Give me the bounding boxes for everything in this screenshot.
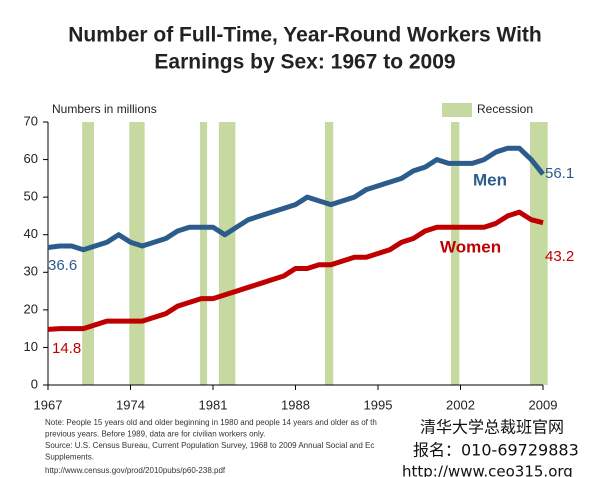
x-tick-label: 1967 (34, 397, 63, 412)
y-tick-label: 10 (24, 339, 38, 354)
legend-label: Recession (477, 102, 533, 116)
x-tick-label: 1988 (281, 397, 310, 412)
footnote: Supplements. (45, 453, 94, 462)
chart-title: Earnings by Sex: 1967 to 2009 (154, 51, 455, 74)
chart-title: Number of Full-Time, Year-Round Workers … (68, 24, 542, 47)
x-tick-label: 2009 (529, 397, 558, 412)
watermark: 报名：010-69729883 (413, 441, 579, 460)
data-label: 36.6 (48, 257, 77, 274)
series-label: Women (440, 237, 501, 256)
y-tick-label: 40 (24, 226, 38, 241)
y-tick-label: 0 (31, 376, 38, 391)
data-label: 56.1 (545, 165, 574, 182)
footnote: http://www.census.gov/prod/2010pubs/p60-… (45, 466, 226, 475)
recession-band (129, 122, 145, 385)
series-line (47, 145, 545, 253)
x-tick-label: 1981 (199, 397, 228, 412)
x-tick-label: 1974 (116, 397, 145, 412)
y-tick-label: 60 (24, 151, 38, 166)
y-tick-label: 70 (24, 113, 38, 128)
data-label: 14.8 (52, 340, 81, 357)
series-label: Men (473, 170, 507, 189)
watermark: 清华大学总裁班官网 (420, 418, 564, 437)
legend-swatch (442, 103, 472, 117)
x-tick-label: 2002 (446, 397, 475, 412)
recession-band (218, 122, 236, 385)
recession-band (451, 122, 460, 385)
recession-band (200, 122, 208, 385)
y-tick-label: 50 (24, 189, 38, 204)
footnote: Source: U.S. Census Bureau, Current Popu… (45, 441, 374, 450)
x-tick-label: 1995 (364, 397, 393, 412)
series-line (47, 209, 544, 332)
y-tick-label: 30 (24, 264, 38, 279)
footnote: previous years. Before 1989, data are fo… (45, 430, 265, 439)
watermark: http://www.ceo315.org (402, 463, 573, 477)
y-tick-label: 20 (24, 301, 38, 316)
recession-band (530, 122, 548, 385)
y-axis-label: Numbers in millions (52, 102, 157, 116)
data-label: 43.2 (545, 248, 574, 265)
recession-band (82, 122, 94, 385)
recession-band (324, 122, 334, 385)
footnote: Note: People 15 years old and older begi… (45, 418, 377, 427)
